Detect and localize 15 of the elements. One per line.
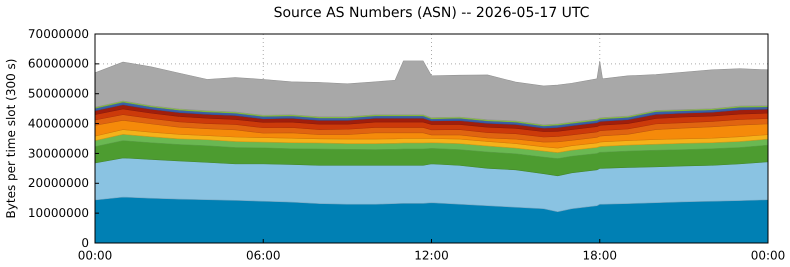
x-tick-label: 18:00 [582,248,618,263]
y-tick-label: 30000000 [28,146,89,160]
y-tick-label: 10000000 [28,206,89,220]
x-tick-label: 12:00 [414,248,449,263]
y-tick-label: 0 [81,236,89,250]
y-tick-label: 60000000 [28,56,89,71]
y-tick-label: 50000000 [28,86,89,101]
y-tick-label: 40000000 [28,116,89,130]
y-axis-title: Bytes per time slot (300 s) [4,58,18,218]
x-tick-label: 06:00 [246,248,281,263]
y-tick-label: 20000000 [28,176,89,190]
chart-title: Source AS Numbers (ASN) -- 2026-05-17 UTC [274,5,590,21]
y-tick-label: 70000000 [28,26,89,41]
x-tick-label: 00:00 [78,248,112,263]
x-tick-label: 00:00 [750,248,786,263]
